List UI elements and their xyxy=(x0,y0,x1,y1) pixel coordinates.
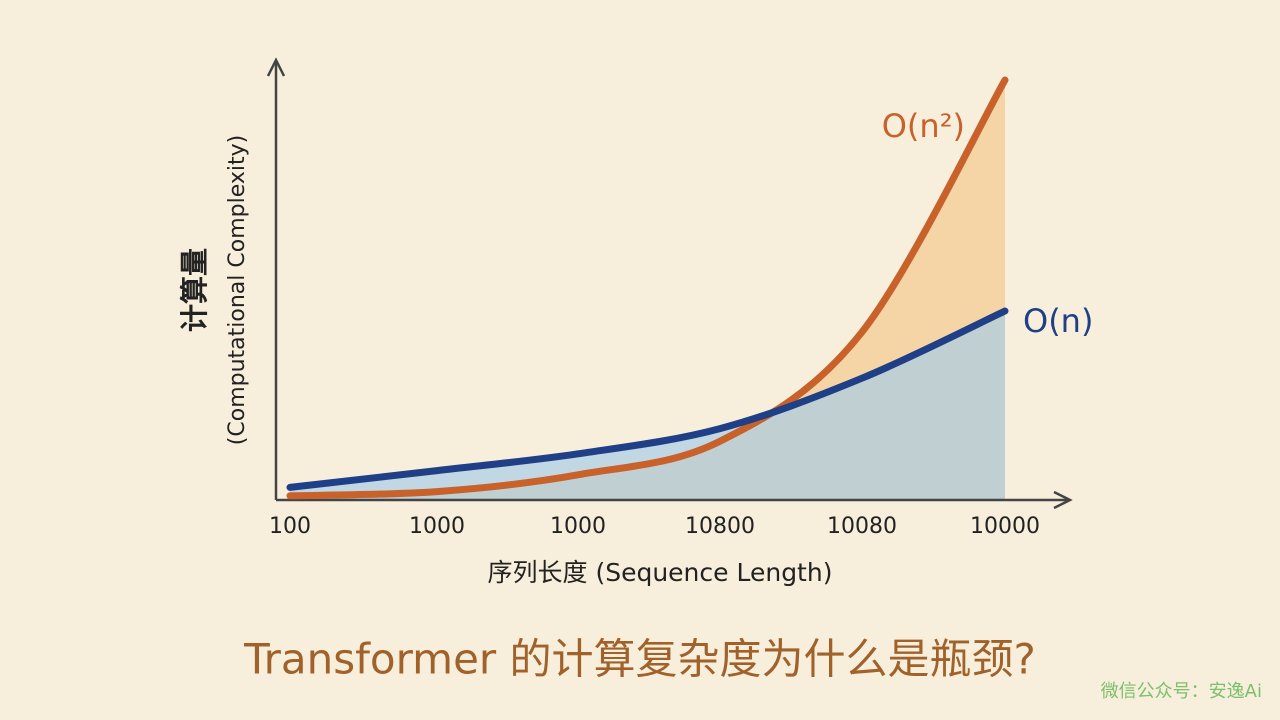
x-tick-label: 1000 xyxy=(409,514,465,539)
x-tick-label: 10800 xyxy=(685,514,755,539)
x-axis-arrow xyxy=(1053,490,1073,510)
x-tick-label: 100 xyxy=(269,514,311,539)
title: Transformer 的计算复杂度为什么是瓶颈? xyxy=(243,635,1036,684)
series-line xyxy=(286,307,1009,491)
series-line xyxy=(286,76,1009,500)
lines xyxy=(286,76,1009,500)
legend-label: O(n²) xyxy=(882,107,965,145)
x-tick-label: 1000 xyxy=(550,514,606,539)
y-axis-sublabel: (Computational Complexity) xyxy=(225,135,250,445)
area xyxy=(290,311,1005,500)
x-tick-label: 10080 xyxy=(827,514,897,539)
legend-label: O(n) xyxy=(1023,302,1093,340)
watermark: 微信公众号：安逸Ai xyxy=(1101,681,1262,702)
y-axis-label: 计算量 xyxy=(178,248,211,332)
x-tick-label: 10000 xyxy=(970,514,1040,539)
x-axis-label: 序列长度 (Sequence Length) xyxy=(488,558,833,587)
y-axis-arrow xyxy=(266,57,286,77)
